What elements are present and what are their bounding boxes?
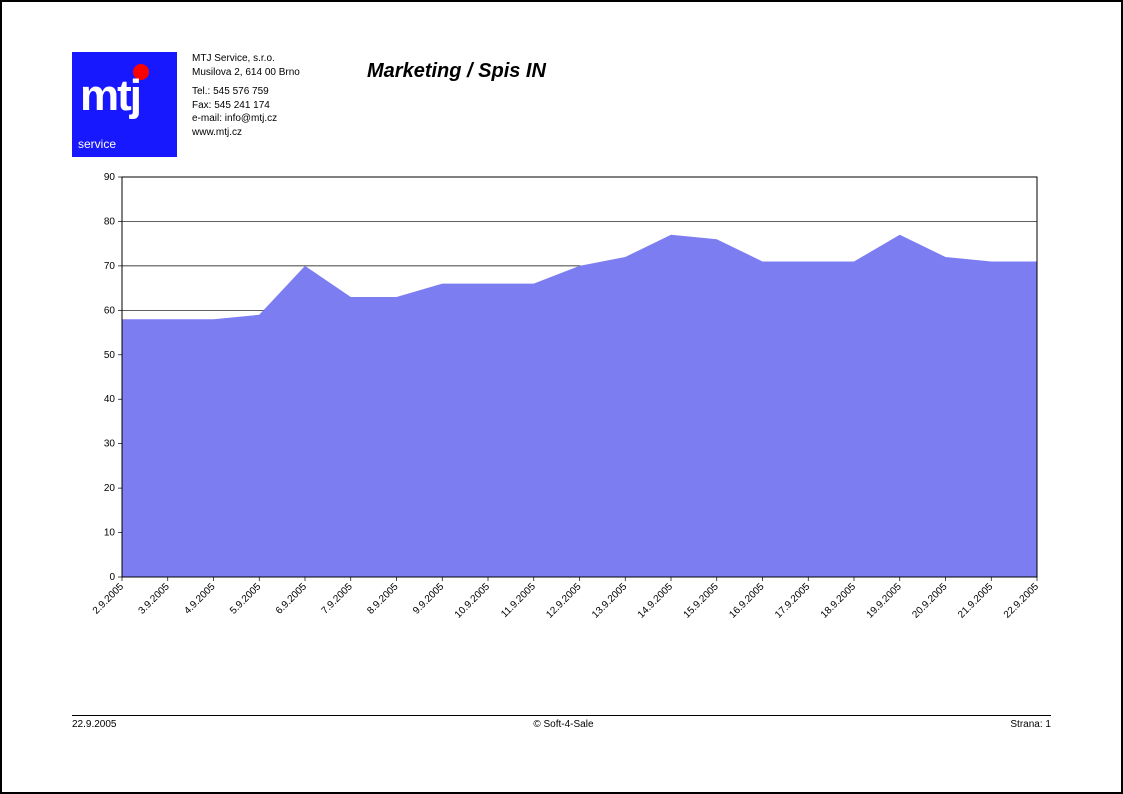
svg-text:11.9.2005: 11.9.2005 xyxy=(499,581,538,620)
area-chart: 0 10 20 30 40 50 60 70 80 90 2.9.2005 3.9.20054.9.2… xyxy=(87,172,1042,652)
logo-text: mtj xyxy=(80,74,140,118)
svg-text:16.9.2005: 16.9.2005 xyxy=(727,581,767,621)
svg-text:12.9.2005: 12.9.2005 xyxy=(544,581,584,621)
svg-text:17.9.2005: 17.9.2005 xyxy=(773,581,813,621)
company-email: e-mail: info@mtj.cz xyxy=(192,112,300,126)
svg-text:14.9.2005: 14.9.2005 xyxy=(636,581,676,621)
svg-text:18.9.2005: 18.9.2005 xyxy=(819,581,859,621)
svg-text:7.9.2005: 7.9.2005 xyxy=(320,581,356,617)
svg-text:50: 50 xyxy=(104,350,116,361)
svg-text:15.9.2005: 15.9.2005 xyxy=(682,581,722,621)
svg-text:3.9.2005: 3.9.2005 xyxy=(137,581,173,617)
report-header: mtj service MTJ Service, s.r.o. Musilova… xyxy=(72,52,300,157)
svg-text:5.9.2005: 5.9.2005 xyxy=(228,581,264,617)
company-web: www.mtj.cz xyxy=(192,126,300,140)
svg-text:8.9.2005: 8.9.2005 xyxy=(365,581,401,617)
svg-text:20.9.2005: 20.9.2005 xyxy=(910,581,950,621)
company-fax: Fax: 545 241 174 xyxy=(192,99,300,113)
svg-text:21.9.2005: 21.9.2005 xyxy=(956,581,996,621)
report-page: mtj service MTJ Service, s.r.o. Musilova… xyxy=(0,0,1123,794)
svg-text:70: 70 xyxy=(104,261,116,272)
svg-text:10.9.2005: 10.9.2005 xyxy=(453,581,493,621)
report-footer: 22.9.2005 © Soft-4-Sale Strana: 1 xyxy=(72,715,1051,730)
company-tel: Tel.: 545 576 759 xyxy=(192,85,300,99)
svg-text:6.9.2005: 6.9.2005 xyxy=(274,581,310,617)
svg-text:2.9.2005: 2.9.2005 xyxy=(91,581,127,617)
svg-text:0: 0 xyxy=(109,572,115,583)
svg-text:30: 30 xyxy=(104,439,116,450)
svg-text:90: 90 xyxy=(104,172,116,183)
report-title: Marketing / Spis IN xyxy=(367,60,546,83)
svg-text:19.9.2005: 19.9.2005 xyxy=(865,581,905,621)
svg-text:60: 60 xyxy=(104,305,116,316)
company-name: MTJ Service, s.r.o. xyxy=(192,52,300,66)
svg-text:20: 20 xyxy=(104,483,116,494)
svg-text:13.9.2005: 13.9.2005 xyxy=(590,581,630,621)
company-address: Musilova 2, 614 00 Brno xyxy=(192,66,300,80)
svg-text:9.9.2005: 9.9.2005 xyxy=(411,581,447,617)
company-logo: mtj service xyxy=(72,52,177,157)
footer-center: © Soft-4-Sale xyxy=(533,719,593,730)
svg-text:4.9.2005: 4.9.2005 xyxy=(182,581,218,617)
svg-text:40: 40 xyxy=(104,394,116,405)
chart-svg: 0 10 20 30 40 50 60 70 80 90 2.9.2005 3.9.20054.9.2… xyxy=(87,172,1042,652)
company-info: MTJ Service, s.r.o. Musilova 2, 614 00 B… xyxy=(192,52,300,139)
footer-page: Strana: 1 xyxy=(1010,719,1051,730)
footer-date: 22.9.2005 xyxy=(72,719,117,730)
logo-subtext: service xyxy=(78,137,116,151)
svg-text:22.9.2005: 22.9.2005 xyxy=(1002,581,1042,621)
svg-text:80: 80 xyxy=(104,216,116,227)
svg-text:10: 10 xyxy=(104,528,116,539)
